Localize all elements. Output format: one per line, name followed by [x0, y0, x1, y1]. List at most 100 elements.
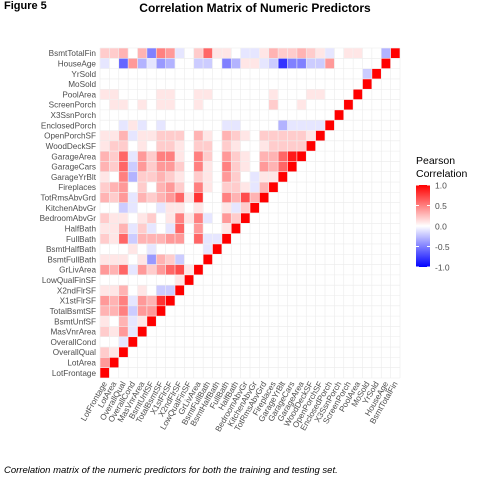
heatmap-cell — [147, 264, 156, 275]
heatmap-cell — [156, 89, 166, 100]
heatmap-cell — [306, 58, 316, 69]
heatmap-cell — [353, 48, 363, 59]
heatmap-cell — [175, 285, 185, 296]
heatmap-cell — [287, 130, 297, 141]
heatmap-cell — [287, 151, 297, 162]
heatmap-cell — [306, 130, 316, 141]
heatmap-cell — [231, 192, 241, 203]
heatmap-cell — [147, 306, 156, 316]
heatmap-cell — [175, 130, 185, 141]
heatmap-cell — [128, 295, 138, 306]
heatmap-cell — [156, 182, 166, 193]
heatmap-cell — [109, 326, 119, 337]
heatmap-cell — [119, 306, 128, 316]
heatmap-cell — [156, 130, 166, 141]
heatmap-cell — [156, 120, 166, 131]
heatmap-cell — [240, 202, 250, 213]
heatmap-cell — [231, 213, 241, 224]
heatmap-cell — [156, 48, 166, 59]
heatmap-cell — [147, 48, 156, 59]
heatmap-cell — [119, 99, 128, 110]
heatmap-cell — [175, 182, 185, 193]
heatmap-cell — [165, 285, 175, 296]
heatmap-cell — [119, 172, 128, 182]
heatmap-cell — [269, 130, 278, 141]
heatmap-cell — [278, 58, 288, 69]
heatmap-cell — [269, 141, 278, 151]
heatmap-cell — [137, 151, 147, 162]
heatmap-cell — [119, 254, 128, 265]
heatmap-cell — [137, 326, 147, 337]
heatmap-cell — [362, 79, 372, 89]
heatmap-cell — [165, 233, 175, 244]
heatmap-cell — [156, 233, 166, 244]
heatmap-cell — [390, 48, 400, 59]
heatmap-cell — [147, 316, 156, 327]
y-tick-label: YrSold — [71, 70, 96, 79]
y-tick-label: X2ndFlrSF — [57, 286, 96, 295]
heatmap-cell — [165, 151, 175, 162]
heatmap-cell — [306, 48, 316, 59]
heatmap-cell — [165, 48, 175, 59]
legend-tick-label: 0.0 — [435, 222, 447, 232]
heatmap-cell — [194, 223, 203, 234]
heatmap-cell — [147, 254, 156, 265]
heatmap-cell — [250, 172, 260, 182]
heatmap-cell — [194, 182, 203, 193]
heatmap-cell — [109, 89, 119, 100]
heatmap-cell — [109, 99, 119, 110]
heatmap-cell — [240, 161, 250, 172]
heatmap-cell — [137, 285, 147, 296]
heatmap-cell — [184, 213, 194, 224]
heatmap-cell — [119, 151, 128, 162]
heatmap-cell — [325, 120, 335, 131]
heatmap-cell — [315, 58, 325, 69]
heatmap-cell — [119, 285, 128, 296]
heatmap-cell — [231, 202, 241, 213]
heatmap-cell — [231, 182, 241, 193]
heatmap-cell — [128, 151, 138, 162]
heatmap-cell — [250, 192, 260, 203]
y-tick-label: KitchenAbvGr — [45, 204, 96, 213]
heatmap-cell — [287, 161, 297, 172]
heatmap-cell — [175, 172, 185, 182]
heatmap-cell — [344, 48, 353, 59]
heatmap-cell — [100, 130, 110, 141]
heatmap-cell — [231, 161, 241, 172]
heatmap-cell — [240, 213, 250, 224]
heatmap-cell — [231, 151, 241, 162]
heatmap-cell — [147, 244, 156, 254]
heatmap-cell — [137, 58, 147, 69]
heatmap-cell — [137, 141, 147, 151]
heatmap-cell — [175, 192, 185, 203]
heatmap-cell — [165, 264, 175, 275]
heatmap-cell — [184, 192, 194, 203]
heatmap-cell — [100, 254, 110, 265]
heatmap-cell — [269, 99, 278, 110]
heatmap-cell — [222, 202, 231, 213]
heatmap-cell — [278, 161, 288, 172]
heatmap-cell — [100, 306, 110, 316]
heatmap-cell — [325, 48, 335, 59]
heatmap-cell — [240, 130, 250, 141]
heatmap-cell — [137, 182, 147, 193]
heatmap-cell — [165, 130, 175, 141]
legend-title: Pearson — [416, 155, 455, 167]
heatmap-cell — [147, 192, 156, 203]
heatmap-cell — [175, 254, 185, 265]
y-tick-label: LotFrontage — [52, 369, 97, 378]
heatmap-cell — [250, 48, 260, 59]
heatmap-cell — [222, 223, 231, 234]
heatmap-cell — [212, 233, 222, 244]
heatmap-cell — [297, 141, 306, 151]
heatmap-cell — [175, 161, 185, 172]
heatmap-cell — [222, 182, 231, 193]
heatmap-cell — [334, 110, 344, 120]
heatmap-cell — [137, 223, 147, 234]
heatmap-cell — [175, 151, 185, 162]
heatmap-cell — [156, 99, 166, 110]
heatmap-cell — [287, 48, 297, 59]
heatmap-cell — [137, 233, 147, 244]
heatmap-cell — [212, 48, 222, 59]
heatmap-cell — [194, 141, 203, 151]
